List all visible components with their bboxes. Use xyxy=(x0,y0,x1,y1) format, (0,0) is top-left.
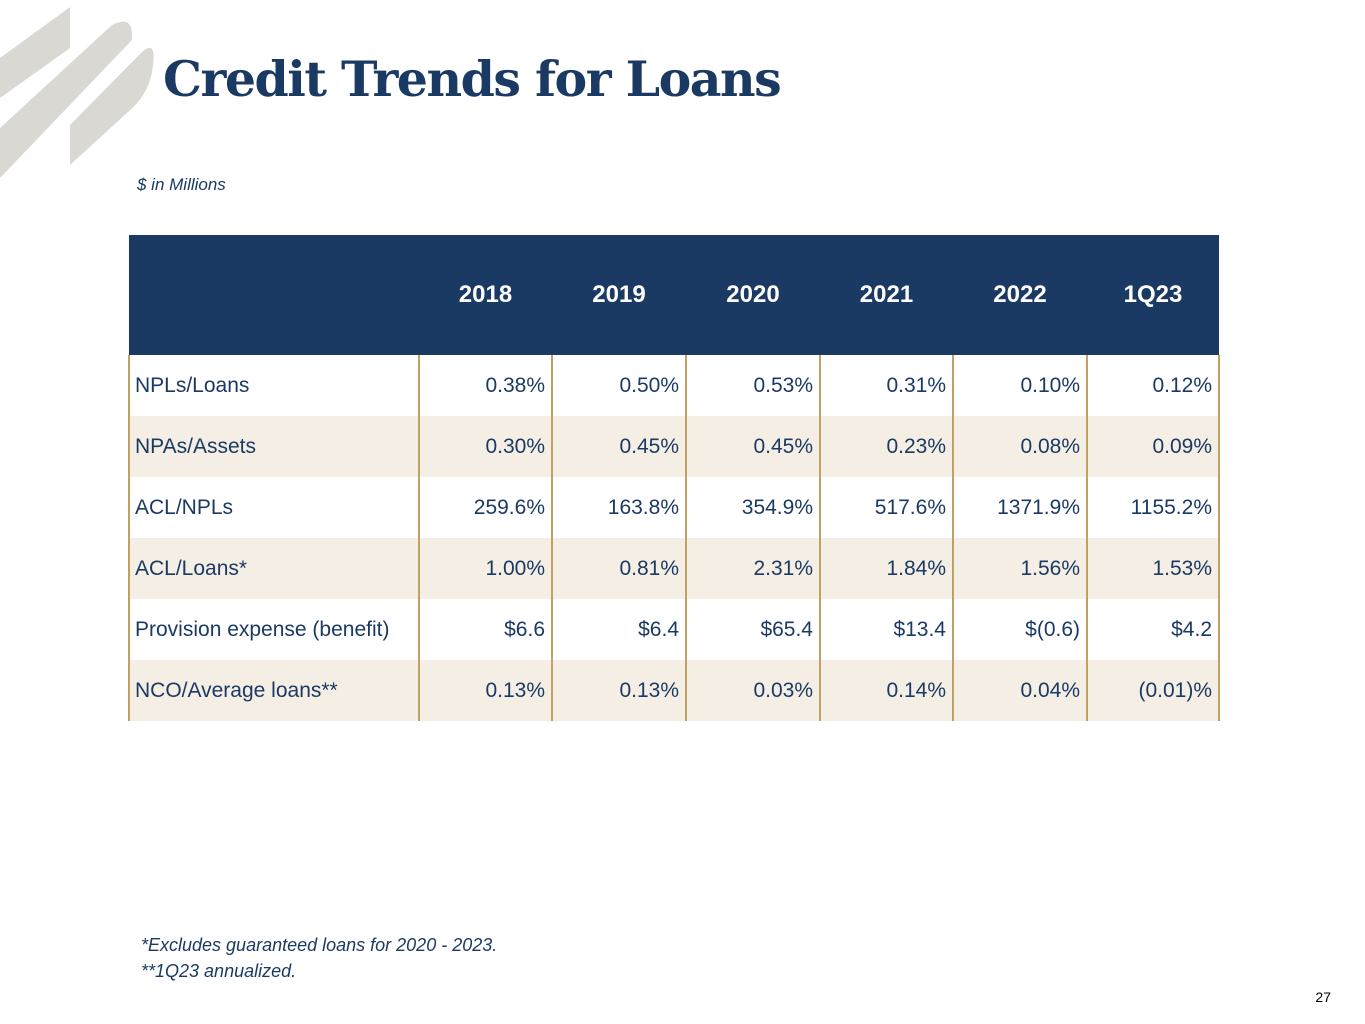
logo-stripes-icon xyxy=(0,7,154,178)
row-label: ACL/NPLs xyxy=(128,477,419,538)
row-label: ACL/Loans* xyxy=(128,538,419,599)
page-number: 27 xyxy=(1315,989,1331,1005)
table-cell: 0.09% xyxy=(1086,416,1220,477)
table-cell: 0.38% xyxy=(418,355,552,416)
table-cell: (0.01)% xyxy=(1086,660,1220,721)
page-title: Credit Trends for Loans xyxy=(163,50,782,108)
table-cell: 2.31% xyxy=(685,538,820,599)
header-cell-2022: 2022 xyxy=(953,235,1087,355)
table-cell: 0.81% xyxy=(551,538,686,599)
table-cell: $65.4 xyxy=(685,599,820,660)
header-cell-2020: 2020 xyxy=(686,235,820,355)
row-label: NPLs/Loans xyxy=(128,355,419,416)
table-cell: 1155.2% xyxy=(1086,477,1220,538)
table-cell: 1.56% xyxy=(952,538,1087,599)
table-cell: 1371.9% xyxy=(952,477,1087,538)
table-cell: 0.10% xyxy=(952,355,1087,416)
header-cell-1q23: 1Q23 xyxy=(1087,235,1219,355)
footnote-guaranteed-loans: *Excludes guaranteed loans for 2020 - 20… xyxy=(141,935,498,955)
table-cell: $6.6 xyxy=(418,599,552,660)
table-cell: 0.45% xyxy=(551,416,686,477)
table-cell: 259.6% xyxy=(418,477,552,538)
credit-trends-table: 2018 2019 2020 2021 2022 1Q23 NPLs/Loans… xyxy=(128,235,1220,721)
table-cell: 0.50% xyxy=(551,355,686,416)
footnotes: *Excludes guaranteed loans for 2020 - 20… xyxy=(141,932,497,984)
table-cell: 0.04% xyxy=(952,660,1087,721)
header-cell-2021: 2021 xyxy=(820,235,953,355)
table-cell: 0.12% xyxy=(1086,355,1220,416)
units-note: $ in Millions xyxy=(137,175,226,194)
table-cell: 0.13% xyxy=(551,660,686,721)
table-cell: 0.14% xyxy=(819,660,953,721)
table-cell: 517.6% xyxy=(819,477,953,538)
table-cell: $6.4 xyxy=(551,599,686,660)
header-cell-blank xyxy=(129,235,419,355)
table-cell: 0.30% xyxy=(418,416,552,477)
table-cell: 0.13% xyxy=(418,660,552,721)
table-row: NPLs/Loans 0.38% 0.50% 0.53% 0.31% 0.10%… xyxy=(128,355,1220,416)
table-cell: 0.03% xyxy=(685,660,820,721)
table-cell: $4.2 xyxy=(1086,599,1220,660)
table-cell: 0.23% xyxy=(819,416,953,477)
table-cell: 0.45% xyxy=(685,416,820,477)
table-cell: 1.53% xyxy=(1086,538,1220,599)
table-cell: $13.4 xyxy=(819,599,953,660)
table-row: ACL/NPLs 259.6% 163.8% 354.9% 517.6% 137… xyxy=(128,477,1220,538)
header-cell-2019: 2019 xyxy=(552,235,686,355)
table-row: Provision expense (benefit) $6.6 $6.4 $6… xyxy=(128,599,1220,660)
table-header-row: 2018 2019 2020 2021 2022 1Q23 xyxy=(129,235,1219,355)
table-row: NPAs/Assets 0.30% 0.45% 0.45% 0.23% 0.08… xyxy=(128,416,1220,477)
table-cell: $(0.6) xyxy=(952,599,1087,660)
table-cell: 0.31% xyxy=(819,355,953,416)
table-cell: 0.53% xyxy=(685,355,820,416)
table-cell: 354.9% xyxy=(685,477,820,538)
row-label: NPAs/Assets xyxy=(128,416,419,477)
table-row: NCO/Average loans** 0.13% 0.13% 0.03% 0.… xyxy=(128,660,1220,721)
header-cell-2018: 2018 xyxy=(419,235,552,355)
row-label: NCO/Average loans** xyxy=(128,660,419,721)
table-cell: 163.8% xyxy=(551,477,686,538)
table-row: ACL/Loans* 1.00% 0.81% 2.31% 1.84% 1.56%… xyxy=(128,538,1220,599)
footnote-annualized: **1Q23 annualized. xyxy=(141,961,297,981)
table-cell: 0.08% xyxy=(952,416,1087,477)
table-cell: 1.84% xyxy=(819,538,953,599)
row-label: Provision expense (benefit) xyxy=(128,599,419,660)
table-cell: 1.00% xyxy=(418,538,552,599)
